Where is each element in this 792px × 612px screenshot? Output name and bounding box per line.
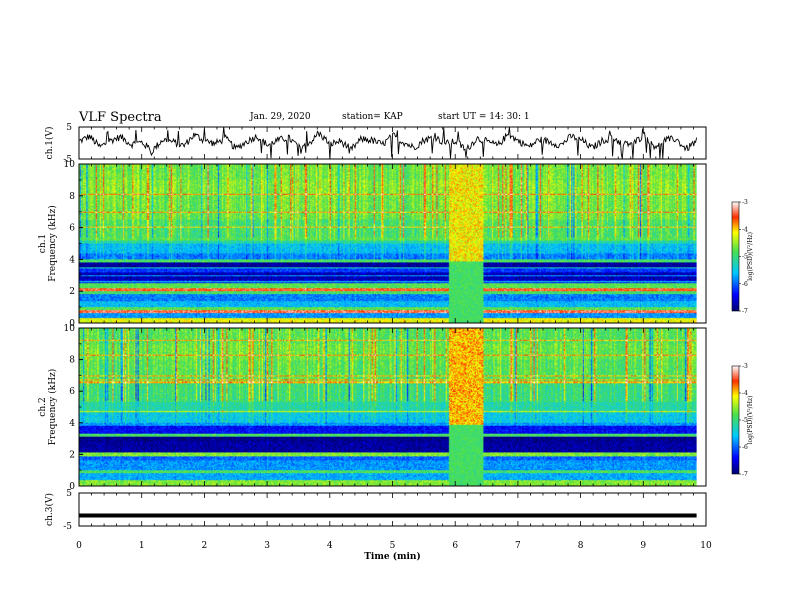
ch1-spectrogram-ytick-label: 6 (69, 224, 75, 234)
ch1-spectrogram-colorbar-label: -7 (742, 308, 748, 315)
ch2-spectrogram-image (79, 328, 706, 486)
ch3-waveform-ylabel: ch.3(V) (44, 493, 55, 526)
ch2-spectrogram-ytick-label: 10 (64, 324, 76, 334)
start-time-label: start UT = 14: 30: 1 (438, 112, 530, 122)
ch2-spectrogram-colorbar-title: log(PSD)(V²/Hz) (747, 396, 754, 445)
xtick-label: 10 (700, 541, 712, 551)
ch1-spectrogram-ytick-label: 0 (69, 319, 75, 329)
ch1-spectrogram-colorbar-label: -6 (742, 281, 748, 288)
ch1-spectrogram-ytick-label: 2 (69, 287, 75, 297)
ch2-spectrogram-colorbar-label: -7 (742, 471, 748, 478)
ch1-spectrogram-ytick-label: 10 (64, 160, 76, 170)
ch2-spectrogram-colorbar-label: -5 (742, 417, 748, 424)
ch1-spectrogram-colorbar-label: -5 (742, 254, 748, 261)
ch2-spectrogram-colorbar (731, 365, 740, 475)
xtick-label: 5 (390, 541, 396, 551)
xaxis-label: Time (min) (364, 551, 421, 562)
xtick-label: 9 (640, 541, 646, 551)
ch2-spectrogram-colorbar-label: -6 (742, 444, 748, 451)
ch3-waveform-ytick-top: 5 (66, 489, 72, 499)
ch1-waveform-ylabel: ch.1(V) (44, 127, 55, 160)
xtick-label: 4 (327, 541, 333, 551)
ch2-spectrogram-ytick-label: 0 (69, 482, 75, 492)
ch2-spectrogram-ytick-label: 6 (69, 387, 75, 397)
ch1-spectrogram-colorbar-label: -4 (742, 226, 748, 233)
ch2-spectrogram-ytick-label: 2 (69, 450, 75, 460)
ch1-trace (78, 127, 698, 160)
ch1-waveform-ytick-bottom: -5 (63, 155, 72, 165)
ch2-spectrogram-colorbar-label: -3 (742, 363, 748, 370)
xtick-label: 3 (264, 541, 270, 551)
xtick-label: 8 (578, 541, 584, 551)
xtick-label: 1 (139, 541, 145, 551)
ch1-spectrogram-colorbar-label: -3 (742, 199, 748, 206)
ch1-spectrogram-ylabel: ch.1Frequency (kHz) (38, 205, 58, 282)
xtick-label: 6 (452, 541, 458, 551)
ch1-spectrogram-ytick-label: 4 (69, 255, 75, 265)
ch2-spectrogram-ytick-label: 8 (69, 356, 75, 366)
ch2-spectrogram-ytick-label: 4 (69, 419, 75, 429)
ch1-waveform-panel (78, 127, 698, 160)
station-label: station= KAP (342, 112, 403, 122)
ch1-spectrogram-colorbar (731, 201, 740, 312)
ch2-spectrogram-colorbar-label: -4 (742, 390, 748, 397)
xtick-label: 2 (202, 541, 208, 551)
ch2-spectrogram-ylabel: ch.2Frequency (kHz) (38, 369, 58, 446)
xtick-label: 7 (515, 541, 521, 551)
figure-title: VLF Spectra (79, 110, 162, 125)
xtick-label: 0 (76, 541, 82, 551)
ch1-waveform-ytick-top: 5 (66, 123, 72, 133)
ch1-spectrogram-ytick-label: 8 (69, 192, 75, 202)
date-label: Jan. 29, 2020 (250, 112, 311, 122)
ch3-waveform-ytick-bottom: -5 (63, 522, 72, 532)
ch1-spectrogram-colorbar-title: log(PSD)(V²/Hz) (747, 232, 754, 281)
ch1-spectrogram-image (79, 164, 706, 323)
